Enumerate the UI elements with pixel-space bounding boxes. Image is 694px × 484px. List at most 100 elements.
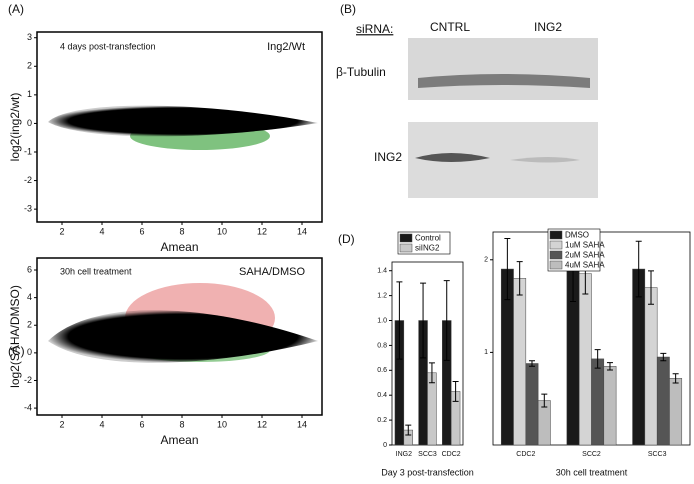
plot-frame (36, 257, 323, 416)
error-bar (504, 237, 511, 301)
y-tick-label: 0 (27, 118, 32, 128)
y-tick-label: -2 (24, 375, 32, 385)
x-tick-label: ING2 (396, 451, 412, 458)
y-tick-label: 1.4 (377, 268, 387, 275)
x-tick-label: 2 (59, 419, 64, 429)
lane-label: CNTRL (430, 20, 470, 34)
x-tick-label: 6 (139, 226, 144, 236)
x-tick-label: 6 (139, 419, 144, 429)
y-tick-label: 0.8 (377, 342, 387, 349)
error-bar (660, 352, 667, 362)
error-bar (541, 393, 548, 408)
x-tick-label: CDC2 (516, 451, 535, 458)
y-tick-label: 0 (383, 442, 387, 449)
legend-swatch (549, 240, 563, 250)
x-tick-label: 4 (99, 226, 104, 236)
legend-swatch (399, 243, 413, 253)
y-tick-label: 4 (27, 292, 32, 302)
x-tick-label: 12 (257, 226, 267, 236)
x-tick-label: CDC2 (442, 451, 461, 458)
x-tick-label: 8 (179, 226, 184, 236)
y-tick-label: 1.0 (377, 317, 387, 324)
error-bar (648, 270, 655, 305)
annotation: Ing2/Wt (267, 41, 305, 53)
error-bar (594, 349, 601, 369)
x-tick-label: SCC2 (582, 451, 601, 458)
y-tick-label: 6 (27, 264, 32, 274)
y-tick-label: -1 (24, 146, 32, 156)
x-tick-label: 4 (99, 419, 104, 429)
panel-label: (D) (338, 232, 355, 246)
point-cloud (48, 105, 318, 363)
error-bar (420, 282, 427, 359)
y-axis-label: log2(ing2/wt) (8, 93, 22, 162)
bar (591, 358, 605, 446)
y-tick-label: 0.6 (377, 367, 387, 374)
x-tick-label: SCC3 (648, 451, 667, 458)
y-axis-label: log2(SAHA/DMSO) (8, 285, 22, 388)
y-tick-label: 3 (27, 32, 32, 42)
y-tick-label: 0.2 (377, 417, 387, 424)
bar (669, 378, 683, 446)
plot-frame (36, 31, 323, 223)
legend-label: 1uM SAHA (565, 241, 605, 250)
error-bar (606, 362, 613, 371)
legend-swatch (549, 260, 563, 270)
x-axis-label: Day 3 post-transfection (381, 467, 474, 477)
x-axis-label: Amean (160, 240, 198, 254)
annotation: 4 days post-transfection (60, 41, 156, 51)
y-tick-label: 1 (484, 349, 488, 356)
y-tick-label: -3 (24, 204, 32, 214)
panel-label: (B) (340, 2, 356, 16)
y-tick-label: -4 (24, 402, 32, 412)
y-tick-label: 2 (27, 61, 32, 71)
x-axis-label: 30h cell treatment (556, 467, 628, 477)
y-tick-label: 1.2 (377, 292, 387, 299)
y-tick-label: -2 (24, 175, 32, 185)
x-tick-label: 14 (297, 419, 307, 429)
legend-swatch (549, 230, 563, 240)
legend-label: DMSO (565, 231, 589, 240)
y-tick-label: 2 (27, 320, 32, 330)
bar (427, 372, 437, 446)
y-tick-label: 0 (27, 347, 32, 357)
annotation: SAHA/DMSO (239, 266, 305, 278)
x-tick-label: 10 (217, 419, 227, 429)
legend-label: 2uM SAHA (565, 251, 605, 260)
band-label: ING2 (374, 150, 402, 164)
error-bar (452, 381, 459, 402)
bar (525, 363, 539, 446)
error-bar (428, 362, 435, 384)
error-bar (672, 373, 679, 384)
y-tick-label: 2 (484, 257, 488, 264)
bar (656, 356, 670, 446)
legend-label: siING2 (415, 244, 440, 253)
annotation: 30h cell treatment (60, 266, 132, 276)
x-tick-label: 14 (297, 226, 307, 236)
x-tick-label: 12 (257, 419, 267, 429)
legend-swatch (549, 250, 563, 260)
x-tick-label: 2 (59, 226, 64, 236)
error-bar (516, 261, 523, 296)
blot-heading: siRNA: (356, 22, 393, 36)
y-tick-label: 1 (27, 89, 32, 99)
panel-label: (A) (8, 2, 24, 16)
panel-label: (C) (8, 344, 25, 358)
bar (578, 273, 592, 446)
bar (603, 366, 617, 446)
error-bar (635, 240, 642, 298)
error-bar (528, 360, 535, 367)
y-tick-label: 0.4 (377, 392, 387, 399)
x-tick-label: 8 (179, 419, 184, 429)
bar (513, 278, 527, 446)
blot-image (408, 38, 598, 198)
bar (644, 287, 658, 446)
x-tick-label: SCC3 (418, 451, 437, 458)
error-bar (396, 281, 403, 360)
error-bar (443, 280, 450, 361)
legend-swatch (399, 233, 413, 243)
x-tick-label: 10 (217, 226, 227, 236)
legend-label: Control (415, 234, 441, 243)
band-label: β-Tubulin (336, 65, 386, 79)
